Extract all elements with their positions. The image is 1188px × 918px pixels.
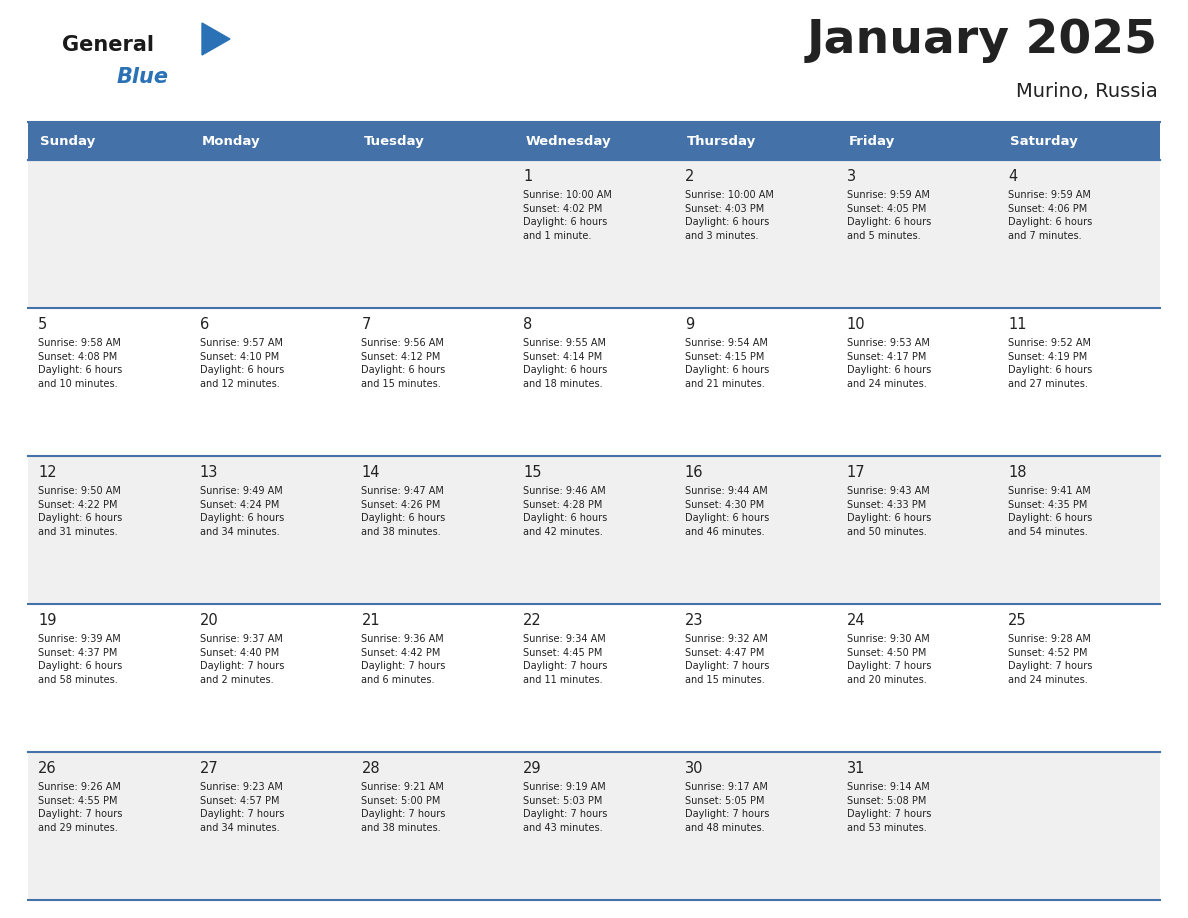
Bar — [29, 122, 190, 160]
Text: 24: 24 — [847, 613, 865, 628]
Bar — [352, 122, 513, 160]
Text: Blue: Blue — [116, 67, 169, 87]
Text: Sunrise: 9:19 AM
Sunset: 5:03 PM
Daylight: 7 hours
and 43 minutes.: Sunrise: 9:19 AM Sunset: 5:03 PM Dayligh… — [523, 782, 607, 833]
Text: 15: 15 — [523, 465, 542, 480]
Text: 5: 5 — [38, 317, 48, 332]
Text: 7: 7 — [361, 317, 371, 332]
Text: Sunrise: 9:56 AM
Sunset: 4:12 PM
Daylight: 6 hours
and 15 minutes.: Sunrise: 9:56 AM Sunset: 4:12 PM Dayligh… — [361, 338, 446, 389]
Text: Sunrise: 9:54 AM
Sunset: 4:15 PM
Daylight: 6 hours
and 21 minutes.: Sunrise: 9:54 AM Sunset: 4:15 PM Dayligh… — [684, 338, 769, 389]
Text: 19: 19 — [38, 613, 57, 628]
Text: January 2025: January 2025 — [807, 18, 1158, 63]
Text: 16: 16 — [684, 465, 703, 480]
Text: Sunrise: 9:28 AM
Sunset: 4:52 PM
Daylight: 7 hours
and 24 minutes.: Sunrise: 9:28 AM Sunset: 4:52 PM Dayligh… — [1009, 634, 1093, 685]
Text: Sunrise: 9:21 AM
Sunset: 5:00 PM
Daylight: 7 hours
and 38 minutes.: Sunrise: 9:21 AM Sunset: 5:00 PM Dayligh… — [361, 782, 446, 833]
Text: 30: 30 — [684, 761, 703, 776]
Text: 18: 18 — [1009, 465, 1026, 480]
Text: Sunrise: 9:26 AM
Sunset: 4:55 PM
Daylight: 7 hours
and 29 minutes.: Sunrise: 9:26 AM Sunset: 4:55 PM Dayligh… — [38, 782, 122, 833]
Text: Sunrise: 9:50 AM
Sunset: 4:22 PM
Daylight: 6 hours
and 31 minutes.: Sunrise: 9:50 AM Sunset: 4:22 PM Dayligh… — [38, 486, 122, 537]
Bar — [836, 122, 998, 160]
Bar — [29, 456, 1159, 604]
Text: 20: 20 — [200, 613, 219, 628]
Text: 25: 25 — [1009, 613, 1026, 628]
Text: 29: 29 — [523, 761, 542, 776]
Polygon shape — [202, 23, 230, 55]
Text: Sunrise: 9:57 AM
Sunset: 4:10 PM
Daylight: 6 hours
and 12 minutes.: Sunrise: 9:57 AM Sunset: 4:10 PM Dayligh… — [200, 338, 284, 389]
Bar — [513, 122, 675, 160]
Text: 4: 4 — [1009, 169, 1018, 184]
Text: Sunrise: 9:58 AM
Sunset: 4:08 PM
Daylight: 6 hours
and 10 minutes.: Sunrise: 9:58 AM Sunset: 4:08 PM Dayligh… — [38, 338, 122, 389]
Text: General: General — [62, 35, 154, 55]
Text: Wednesday: Wednesday — [525, 135, 611, 148]
Bar — [998, 122, 1159, 160]
Text: 9: 9 — [684, 317, 694, 332]
Text: Sunrise: 9:46 AM
Sunset: 4:28 PM
Daylight: 6 hours
and 42 minutes.: Sunrise: 9:46 AM Sunset: 4:28 PM Dayligh… — [523, 486, 607, 537]
Bar — [29, 160, 1159, 308]
Text: Sunrise: 9:36 AM
Sunset: 4:42 PM
Daylight: 7 hours
and 6 minutes.: Sunrise: 9:36 AM Sunset: 4:42 PM Dayligh… — [361, 634, 446, 685]
Text: Sunrise: 9:59 AM
Sunset: 4:05 PM
Daylight: 6 hours
and 5 minutes.: Sunrise: 9:59 AM Sunset: 4:05 PM Dayligh… — [847, 190, 931, 241]
Text: Sunrise: 9:53 AM
Sunset: 4:17 PM
Daylight: 6 hours
and 24 minutes.: Sunrise: 9:53 AM Sunset: 4:17 PM Dayligh… — [847, 338, 931, 389]
Text: 12: 12 — [38, 465, 57, 480]
Text: Sunrise: 9:32 AM
Sunset: 4:47 PM
Daylight: 7 hours
and 15 minutes.: Sunrise: 9:32 AM Sunset: 4:47 PM Dayligh… — [684, 634, 770, 685]
Text: 22: 22 — [523, 613, 542, 628]
Text: Thursday: Thursday — [687, 135, 756, 148]
Text: Sunday: Sunday — [40, 135, 95, 148]
Text: 1: 1 — [523, 169, 532, 184]
Bar — [29, 604, 1159, 752]
Text: 8: 8 — [523, 317, 532, 332]
Text: Saturday: Saturday — [1010, 135, 1078, 148]
Text: Sunrise: 9:39 AM
Sunset: 4:37 PM
Daylight: 6 hours
and 58 minutes.: Sunrise: 9:39 AM Sunset: 4:37 PM Dayligh… — [38, 634, 122, 685]
Text: 23: 23 — [684, 613, 703, 628]
Text: Sunrise: 9:14 AM
Sunset: 5:08 PM
Daylight: 7 hours
and 53 minutes.: Sunrise: 9:14 AM Sunset: 5:08 PM Dayligh… — [847, 782, 931, 833]
Text: Sunrise: 10:00 AM
Sunset: 4:03 PM
Daylight: 6 hours
and 3 minutes.: Sunrise: 10:00 AM Sunset: 4:03 PM Daylig… — [684, 190, 773, 241]
Text: Murino, Russia: Murino, Russia — [1016, 82, 1158, 101]
Text: 2: 2 — [684, 169, 694, 184]
Text: 14: 14 — [361, 465, 380, 480]
Bar — [190, 122, 352, 160]
Text: Sunrise: 9:37 AM
Sunset: 4:40 PM
Daylight: 7 hours
and 2 minutes.: Sunrise: 9:37 AM Sunset: 4:40 PM Dayligh… — [200, 634, 284, 685]
Text: Sunrise: 9:49 AM
Sunset: 4:24 PM
Daylight: 6 hours
and 34 minutes.: Sunrise: 9:49 AM Sunset: 4:24 PM Dayligh… — [200, 486, 284, 537]
Bar — [675, 122, 836, 160]
Text: Sunrise: 9:41 AM
Sunset: 4:35 PM
Daylight: 6 hours
and 54 minutes.: Sunrise: 9:41 AM Sunset: 4:35 PM Dayligh… — [1009, 486, 1093, 537]
Text: Sunrise: 9:34 AM
Sunset: 4:45 PM
Daylight: 7 hours
and 11 minutes.: Sunrise: 9:34 AM Sunset: 4:45 PM Dayligh… — [523, 634, 607, 685]
Text: 31: 31 — [847, 761, 865, 776]
Text: Sunrise: 9:55 AM
Sunset: 4:14 PM
Daylight: 6 hours
and 18 minutes.: Sunrise: 9:55 AM Sunset: 4:14 PM Dayligh… — [523, 338, 607, 389]
Text: Sunrise: 9:43 AM
Sunset: 4:33 PM
Daylight: 6 hours
and 50 minutes.: Sunrise: 9:43 AM Sunset: 4:33 PM Dayligh… — [847, 486, 931, 537]
Text: Sunrise: 9:59 AM
Sunset: 4:06 PM
Daylight: 6 hours
and 7 minutes.: Sunrise: 9:59 AM Sunset: 4:06 PM Dayligh… — [1009, 190, 1093, 241]
Bar — [29, 308, 1159, 456]
Text: Sunrise: 9:44 AM
Sunset: 4:30 PM
Daylight: 6 hours
and 46 minutes.: Sunrise: 9:44 AM Sunset: 4:30 PM Dayligh… — [684, 486, 769, 537]
Text: 13: 13 — [200, 465, 219, 480]
Text: 27: 27 — [200, 761, 219, 776]
Text: Sunrise: 10:00 AM
Sunset: 4:02 PM
Daylight: 6 hours
and 1 minute.: Sunrise: 10:00 AM Sunset: 4:02 PM Daylig… — [523, 190, 612, 241]
Text: 11: 11 — [1009, 317, 1026, 332]
Bar — [29, 752, 1159, 900]
Text: Sunrise: 9:30 AM
Sunset: 4:50 PM
Daylight: 7 hours
and 20 minutes.: Sunrise: 9:30 AM Sunset: 4:50 PM Dayligh… — [847, 634, 931, 685]
Text: 28: 28 — [361, 761, 380, 776]
Text: 21: 21 — [361, 613, 380, 628]
Text: 26: 26 — [38, 761, 57, 776]
Text: Monday: Monday — [202, 135, 260, 148]
Text: Sunrise: 9:23 AM
Sunset: 4:57 PM
Daylight: 7 hours
and 34 minutes.: Sunrise: 9:23 AM Sunset: 4:57 PM Dayligh… — [200, 782, 284, 833]
Text: Sunrise: 9:47 AM
Sunset: 4:26 PM
Daylight: 6 hours
and 38 minutes.: Sunrise: 9:47 AM Sunset: 4:26 PM Dayligh… — [361, 486, 446, 537]
Text: Friday: Friday — [848, 135, 895, 148]
Text: 17: 17 — [847, 465, 865, 480]
Text: Tuesday: Tuesday — [364, 135, 424, 148]
Text: Sunrise: 9:52 AM
Sunset: 4:19 PM
Daylight: 6 hours
and 27 minutes.: Sunrise: 9:52 AM Sunset: 4:19 PM Dayligh… — [1009, 338, 1093, 389]
Text: 10: 10 — [847, 317, 865, 332]
Text: 6: 6 — [200, 317, 209, 332]
Text: 3: 3 — [847, 169, 855, 184]
Text: Sunrise: 9:17 AM
Sunset: 5:05 PM
Daylight: 7 hours
and 48 minutes.: Sunrise: 9:17 AM Sunset: 5:05 PM Dayligh… — [684, 782, 770, 833]
